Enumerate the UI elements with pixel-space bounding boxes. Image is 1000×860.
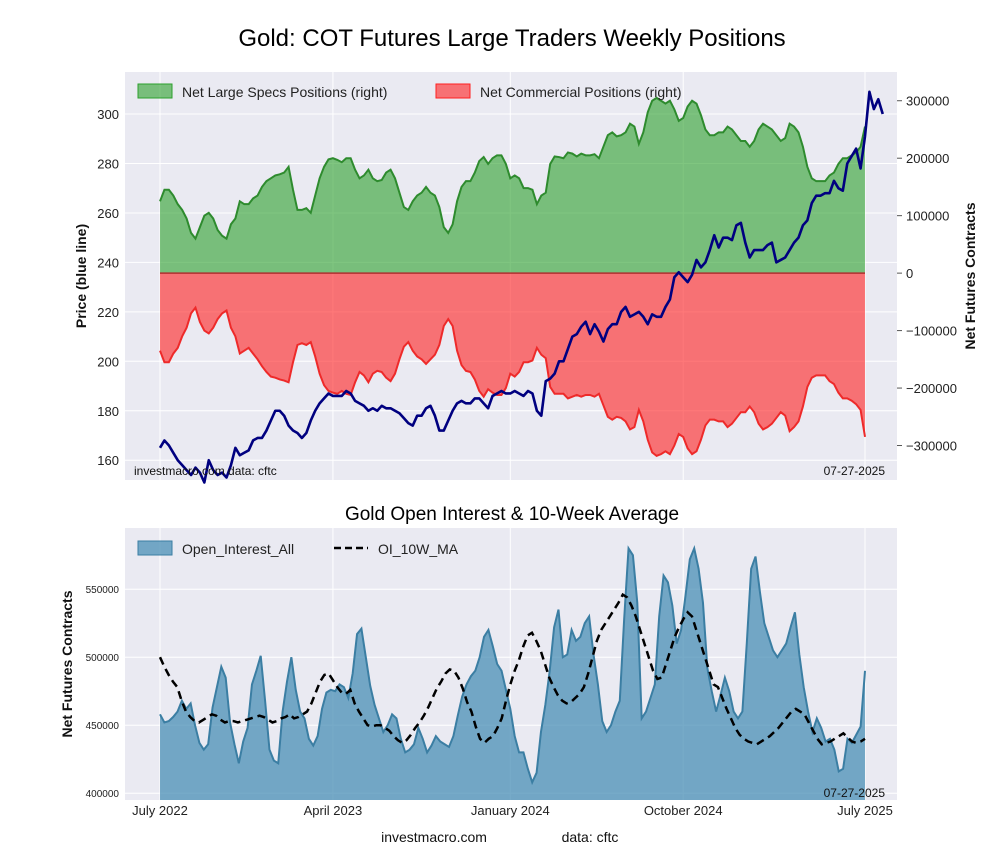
- contracts-axis-label: Net Futures Contracts: [962, 202, 978, 349]
- ma-line: [158, 592, 866, 746]
- price-tick-300: 300: [97, 107, 119, 122]
- footer-source: data: cftc: [562, 829, 619, 845]
- positions-watermark: investmacro.com data: cftc: [134, 464, 277, 478]
- positions-date-label: 07-27-2025: [824, 464, 886, 478]
- contracts-tick-200000: 200000: [906, 151, 949, 166]
- legend-swatch-commercial: [435, 83, 471, 99]
- main-chart-title: Gold: COT Futures Large Traders Weekly P…: [238, 25, 785, 52]
- open-interest-axis-label: Net Futures Contracts: [59, 590, 75, 737]
- price-axis-ticks: 160 180 200 220 240 260 280 300: [97, 107, 119, 468]
- commercial-line: [159, 305, 866, 457]
- x-tick-3: October 2024: [644, 803, 723, 818]
- footer-site: investmacro.com: [381, 829, 487, 845]
- x-tick-2: January 2024: [471, 803, 550, 818]
- positions-legend: Net Large Specs Positions (right) Net Co…: [137, 83, 682, 100]
- open-interest-title: Gold Open Interest & 10-Week Average: [345, 504, 679, 525]
- legend-label-open-interest: Open_Interest_All: [182, 541, 294, 557]
- oi-tick-550000: 550000: [86, 585, 120, 596]
- specs-area: [160, 97, 865, 274]
- open-interest-fill: [160, 548, 865, 800]
- contracts-tick-300000: 300000: [906, 94, 949, 109]
- oi-tick-400000: 400000: [86, 789, 120, 800]
- x-tick-0: July 2022: [132, 803, 188, 818]
- x-tick-4: July 2025: [837, 803, 893, 818]
- contracts-tick--100000: −100000: [906, 324, 957, 339]
- positions-areas: [159, 96, 866, 457]
- contracts-tick-0: 0: [906, 266, 913, 281]
- oi-tick-450000: 450000: [86, 721, 120, 732]
- contracts-axis-ticks: −300000 −200000 −100000 0 100000 200000 300000: [897, 94, 957, 454]
- price-tick-260: 260: [97, 206, 119, 221]
- open-interest-date-label: 07-27-2025: [824, 786, 886, 800]
- open-interest-area: [159, 544, 866, 800]
- legend-swatch-specs: [137, 83, 173, 99]
- price-tick-220: 220: [97, 305, 119, 320]
- price-axis-label: Price (blue line): [73, 224, 89, 328]
- price-tick-240: 240: [97, 255, 119, 270]
- legend-label-specs: Net Large Specs Positions (right): [182, 84, 387, 100]
- price-tick-160: 160: [97, 453, 119, 468]
- open-interest-legend: Open_Interest_All OI_10W_MA: [137, 540, 459, 557]
- contracts-tick--200000: −200000: [906, 381, 957, 396]
- price-series: [158, 90, 884, 484]
- specs-line: [159, 96, 866, 241]
- open-interest-line: [159, 544, 866, 786]
- legend-label-ma: OI_10W_MA: [378, 541, 459, 557]
- price-tick-200: 200: [97, 354, 119, 369]
- price-tick-180: 180: [97, 404, 119, 419]
- open-interest-x-ticks: July 2022 April 2023 January 2024 October 2…: [132, 803, 893, 818]
- legend-swatch-open-interest: [137, 540, 173, 556]
- price-tick-280: 280: [97, 156, 119, 171]
- open-interest-ma-line: [158, 592, 866, 746]
- legend-label-commercial: Net Commercial Positions (right): [480, 84, 682, 100]
- contracts-tick--300000: −300000: [906, 439, 957, 454]
- price-line: [158, 90, 884, 484]
- oi-tick-500000: 500000: [86, 653, 120, 664]
- open-interest-chart: 400000 450000 500000 550000 July 2022 April …: [59, 528, 897, 818]
- x-tick-1: April 2023: [304, 803, 363, 818]
- open-interest-y-ticks: 400000 450000 500000 550000: [86, 585, 120, 800]
- commercial-area: [160, 273, 865, 456]
- contracts-tick-100000: 100000: [906, 209, 949, 224]
